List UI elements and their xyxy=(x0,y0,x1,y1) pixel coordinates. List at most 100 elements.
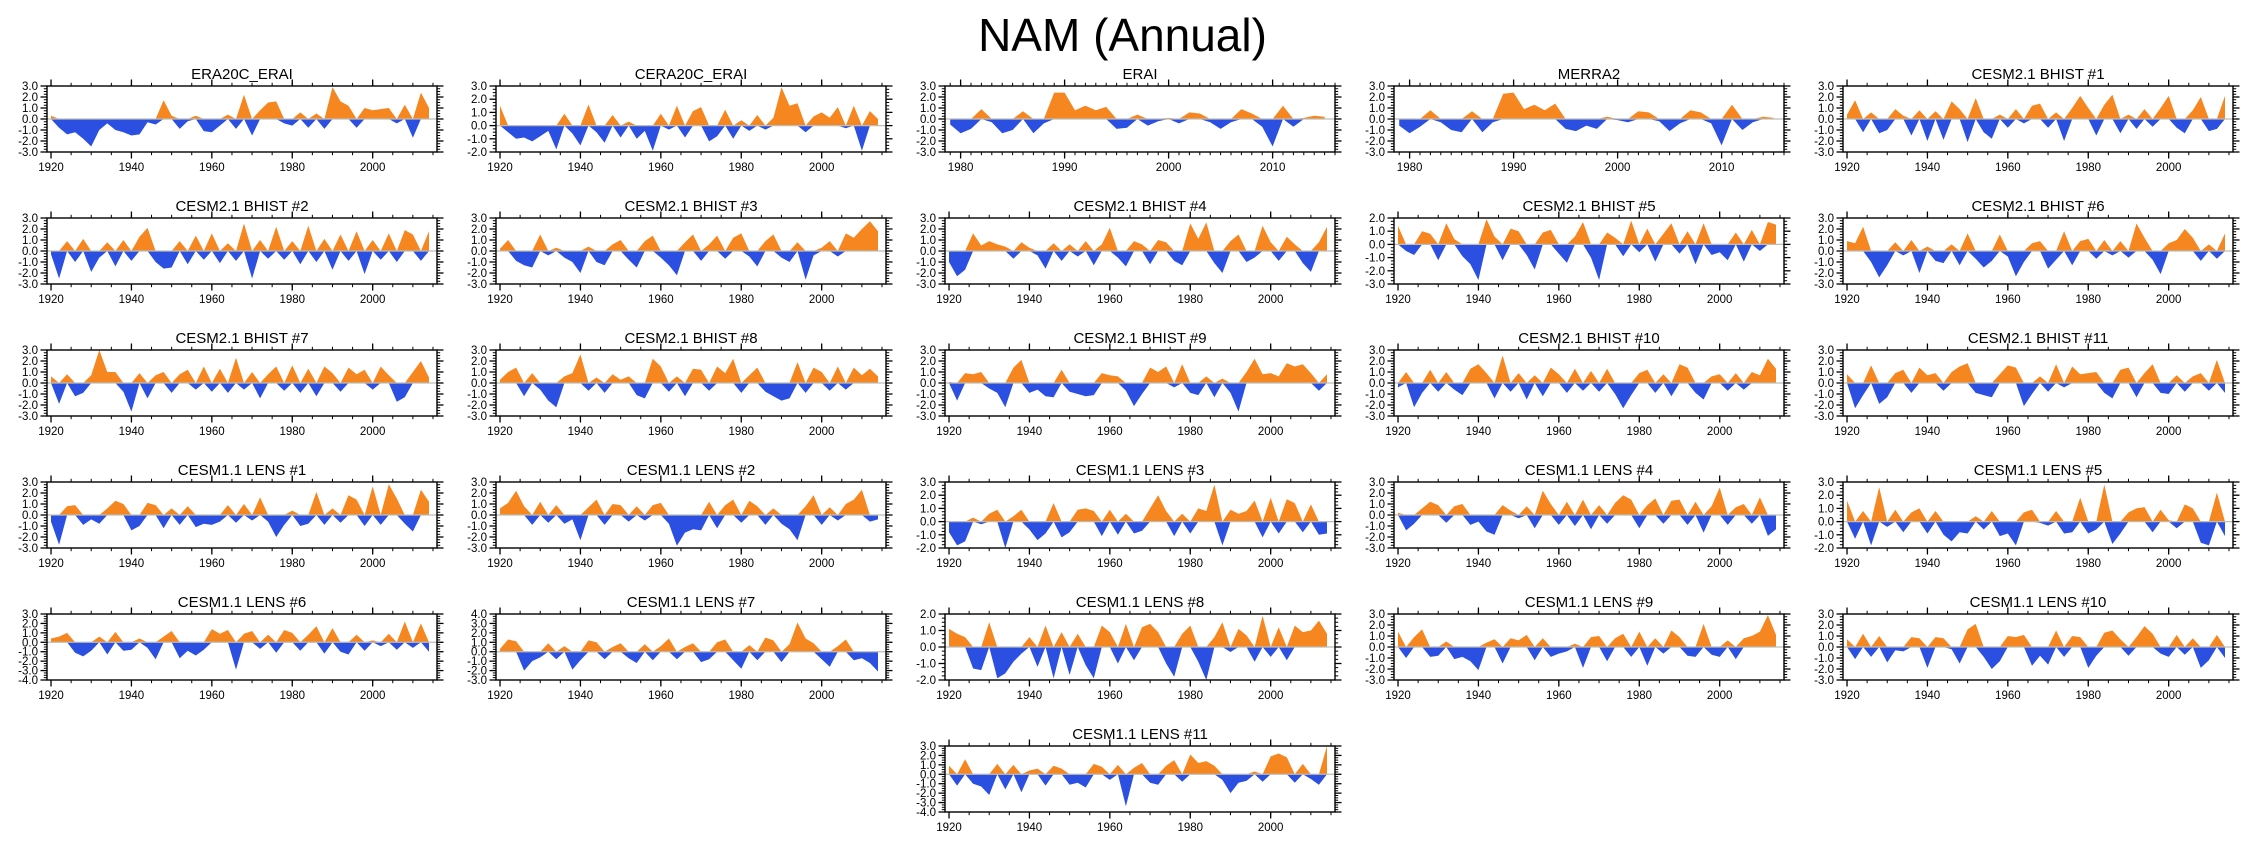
y-tick-label: 3.0 xyxy=(1818,213,1834,225)
y-tick-label: -1.0 xyxy=(1814,530,1834,542)
y-tick-label: 1.0 xyxy=(471,499,487,511)
y-tick-label: 2.0 xyxy=(471,628,487,640)
x-tick-label: 1960 xyxy=(199,162,225,174)
x-tick-label: 1940 xyxy=(119,162,145,174)
y-tick-label: 1.0 xyxy=(1818,103,1834,115)
chart-panel: CESM2.1 BHIST #7 1920 1940 1960 1980 2000 3.0 2… xyxy=(0,328,449,460)
x-tick-label: 1920 xyxy=(1385,558,1411,570)
x-tick-label: 1960 xyxy=(1995,426,2021,438)
chart-panel: CESM2.1 BHIST #1 1920 1940 1960 1980 2000 3.0 2… xyxy=(1796,64,2245,196)
y-tick-label: 0.0 xyxy=(22,637,38,649)
series-positive-area xyxy=(500,354,878,383)
y-tick-label: 0.0 xyxy=(920,114,936,126)
panel-title: ERAI xyxy=(1122,66,1157,83)
series-negative-area xyxy=(1398,244,1776,280)
y-tick-label: -2.0 xyxy=(1365,266,1385,278)
y-tick-label: 3.0 xyxy=(471,213,487,225)
y-tick-label: -3.0 xyxy=(916,279,936,291)
x-tick-label: 1980 xyxy=(2075,294,2101,306)
x-tick-label: 1940 xyxy=(1466,294,1492,306)
x-tick-label: 2000 xyxy=(1258,690,1284,702)
x-tick-label: 2010 xyxy=(1260,162,1286,174)
y-tick-label: 3.0 xyxy=(1369,477,1385,489)
series-positive-area xyxy=(1398,487,1776,515)
x-tick-label: 2000 xyxy=(1707,294,1733,306)
y-tick-label: -3.0 xyxy=(1365,675,1385,687)
y-tick-label: 3.0 xyxy=(1818,345,1834,357)
x-tick-label: 1960 xyxy=(199,558,225,570)
chart-panel: ERA20C_ERAI 1920 1940 1960 1980 2000 3.0 2.0 1.0… xyxy=(0,64,449,196)
panel-svg: CERA20C_ERAI 1920 1940 1960 1980 2000 3.02.01.… xyxy=(467,66,893,174)
y-tick-label: -3.0 xyxy=(18,666,38,678)
y-tick-label: 3.0 xyxy=(22,477,38,489)
y-tick-label: 2.0 xyxy=(22,356,38,368)
x-tick-label: 1980 xyxy=(1177,690,1203,702)
x-tick-label: 1920 xyxy=(1385,426,1411,438)
y-tick-label: -3.0 xyxy=(1365,543,1385,555)
y-tick-label: 2.0 xyxy=(22,618,38,630)
y-tick-label: -2.0 xyxy=(18,532,38,544)
panel-title: CESM1.1 LENS #10 xyxy=(1970,594,2107,611)
x-tick-label: 1980 xyxy=(2075,426,2101,438)
x-tick-label: 2010 xyxy=(1709,162,1735,174)
y-tick-label: 1.0 xyxy=(1369,367,1385,379)
series-positive-area xyxy=(1399,92,1774,119)
x-tick-label: 1960 xyxy=(1995,690,2021,702)
x-tick-label: 1920 xyxy=(1834,162,1860,174)
panel-svg: CESM2.1 BHIST #2 1920 1940 1960 1980 2000 3.02… xyxy=(18,198,444,306)
panel-title: CESM2.1 BHIST #3 xyxy=(624,198,757,215)
y-tick-label: 0.0 xyxy=(1369,642,1385,654)
y-tick-label: 0.0 xyxy=(1818,246,1834,258)
panel-title: CESM1.1 LENS #1 xyxy=(178,462,306,479)
x-tick-label: 1980 xyxy=(279,294,305,306)
y-tick-label: 2.0 xyxy=(22,488,38,500)
y-tick-label: -2.0 xyxy=(1814,400,1834,412)
y-tick-label: -2.0 xyxy=(1365,400,1385,412)
y-tick-label: -3.0 xyxy=(1814,147,1834,159)
y-tick-label: -2.0 xyxy=(916,543,936,555)
y-tick-label: -3.0 xyxy=(916,798,936,810)
x-tick-label: 1940 xyxy=(1017,558,1043,570)
x-tick-label: 1980 xyxy=(948,162,974,174)
y-tick-label: 0.0 xyxy=(920,246,936,258)
x-tick-label: 1960 xyxy=(1546,690,1572,702)
chart-panel: CESM2.1 BHIST #6 1920 1940 1960 1980 2000 3.0 2… xyxy=(1796,196,2245,328)
y-tick-label: -2.0 xyxy=(916,675,936,687)
panel-svg: CESM1.1 LENS #10 1920 1940 1960 1980 2000 3.02… xyxy=(1814,594,2240,702)
x-tick-label: 1960 xyxy=(1097,822,1123,834)
y-tick-label: 2.0 xyxy=(1818,224,1834,236)
y-tick-label: 2.0 xyxy=(471,224,487,236)
series-negative-area xyxy=(1847,521,2225,546)
x-tick-label: 1940 xyxy=(1915,426,1941,438)
x-tick-label: 1980 xyxy=(1626,426,1652,438)
panel-svg: CESM1.1 LENS #6 1920 1940 1960 1980 2000 3.02.… xyxy=(18,594,444,702)
y-tick-label: -2.0 xyxy=(916,268,936,280)
panel-svg: CESM1.1 LENS #5 1920 1940 1960 1980 2000 3.02.… xyxy=(1814,462,2240,570)
panel-svg: CESM2.1 BHIST #11 1920 1940 1960 1980 2000 3.0… xyxy=(1814,330,2240,438)
series-positive-area xyxy=(500,87,878,126)
chart-panel: CESM1.1 LENS #6 1920 1940 1960 1980 2000 3.0 2.… xyxy=(0,592,449,724)
y-tick-label: 3.0 xyxy=(471,81,487,93)
y-tick-label: 0.0 xyxy=(1369,378,1385,390)
series-negative-area xyxy=(51,642,429,670)
y-tick-label: 1.0 xyxy=(1818,631,1834,643)
y-tick-label: 0.0 xyxy=(1369,510,1385,522)
chart-panel: CESM2.1 BHIST #8 1920 1940 1960 1980 2000 3.0 2… xyxy=(449,328,898,460)
y-tick-label: 3.0 xyxy=(920,477,936,489)
panel-title: CESM2.1 BHIST #9 xyxy=(1073,330,1206,347)
y-tick-label: -3.0 xyxy=(1814,279,1834,291)
y-tick-label: 2.0 xyxy=(920,92,936,104)
x-tick-label: 1980 xyxy=(279,690,305,702)
y-tick-label: 0.0 xyxy=(471,246,487,258)
y-tick-label: -1.0 xyxy=(916,779,936,791)
y-tick-label: -1.0 xyxy=(1365,653,1385,665)
x-tick-label: 1980 xyxy=(279,426,305,438)
series-positive-area xyxy=(949,358,1327,383)
y-tick-label: -2.0 xyxy=(1814,664,1834,676)
x-tick-label: 1980 xyxy=(1397,162,1423,174)
x-tick-label: 2000 xyxy=(360,162,386,174)
y-tick-label: 3.0 xyxy=(920,81,936,93)
y-tick-label: -1.0 xyxy=(916,257,936,269)
x-tick-label: 2000 xyxy=(1707,690,1733,702)
x-tick-label: 1960 xyxy=(199,294,225,306)
